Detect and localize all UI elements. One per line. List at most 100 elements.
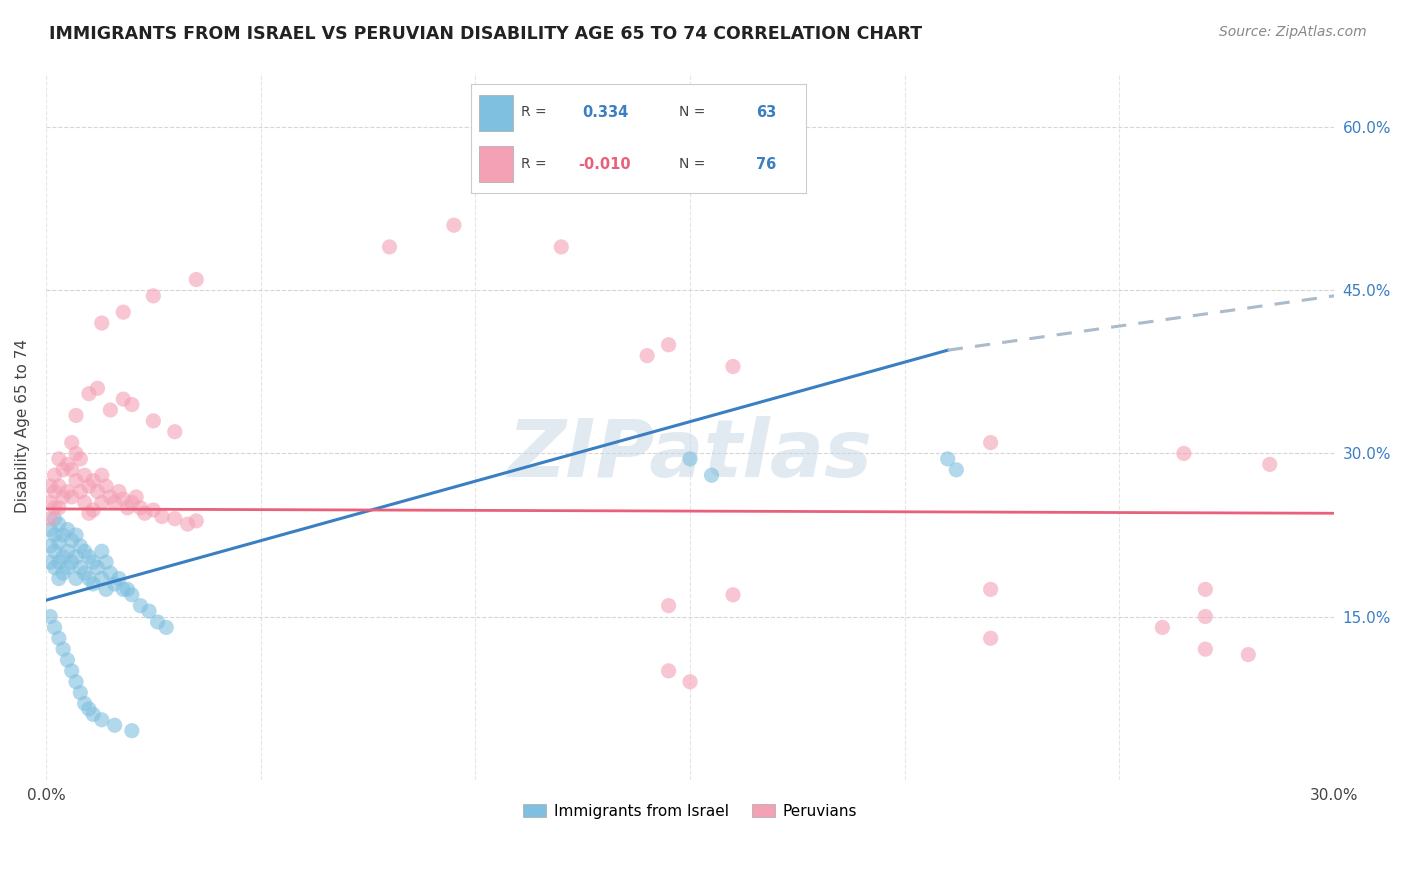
- Point: [69, 560, 91, 574]
- Point: [60, 490, 83, 504]
- Point: [104, 577, 127, 591]
- Point: [69, 539, 91, 553]
- Point: [121, 398, 143, 412]
- Point: [73, 697, 96, 711]
- Point: [108, 572, 131, 586]
- Point: [60, 533, 83, 548]
- Point: [186, 514, 208, 528]
- Point: [39, 511, 62, 525]
- Point: [142, 289, 165, 303]
- Point: [90, 572, 112, 586]
- Point: [1152, 620, 1174, 634]
- Point: [73, 566, 96, 580]
- Point: [44, 544, 66, 558]
- Point: [679, 674, 702, 689]
- Point: [86, 560, 108, 574]
- Point: [90, 316, 112, 330]
- Point: [44, 560, 66, 574]
- Point: [82, 707, 104, 722]
- Point: [77, 549, 100, 564]
- Point: [44, 528, 66, 542]
- Point: [48, 555, 70, 569]
- Point: [1194, 609, 1216, 624]
- Point: [56, 523, 79, 537]
- Point: [44, 511, 66, 525]
- Point: [82, 577, 104, 591]
- Point: [90, 544, 112, 558]
- Point: [60, 435, 83, 450]
- Point: [1194, 582, 1216, 597]
- Point: [48, 500, 70, 515]
- Point: [1237, 648, 1260, 662]
- Point: [52, 528, 75, 542]
- Point: [94, 479, 117, 493]
- Point: [94, 582, 117, 597]
- Point: [56, 653, 79, 667]
- Point: [39, 479, 62, 493]
- Point: [90, 713, 112, 727]
- Point: [60, 664, 83, 678]
- Point: [146, 615, 169, 629]
- Point: [112, 492, 135, 507]
- Point: [700, 468, 723, 483]
- Point: [48, 451, 70, 466]
- Point: [100, 403, 122, 417]
- Point: [52, 463, 75, 477]
- Point: [69, 484, 91, 499]
- Point: [65, 528, 87, 542]
- Point: [48, 517, 70, 532]
- Point: [44, 484, 66, 499]
- Point: [39, 609, 62, 624]
- Point: [86, 484, 108, 499]
- Point: [48, 572, 70, 586]
- Point: [82, 503, 104, 517]
- Legend: Immigrants from Israel, Peruvians: Immigrants from Israel, Peruvians: [517, 797, 863, 825]
- Point: [980, 632, 1002, 646]
- Point: [48, 479, 70, 493]
- Point: [73, 495, 96, 509]
- Point: [129, 500, 152, 515]
- Point: [443, 218, 465, 232]
- Point: [69, 451, 91, 466]
- Point: [104, 495, 127, 509]
- Point: [56, 560, 79, 574]
- Point: [142, 414, 165, 428]
- Point: [980, 435, 1002, 450]
- Point: [163, 511, 186, 525]
- Point: [48, 535, 70, 549]
- Point: [94, 555, 117, 569]
- Point: [65, 446, 87, 460]
- Point: [1194, 642, 1216, 657]
- Point: [112, 582, 135, 597]
- Point: [134, 506, 156, 520]
- Y-axis label: Disability Age 65 to 74: Disability Age 65 to 74: [15, 339, 30, 513]
- Point: [550, 240, 572, 254]
- Point: [155, 620, 177, 634]
- Point: [39, 539, 62, 553]
- Point: [52, 566, 75, 580]
- Text: ZIPatlas: ZIPatlas: [508, 416, 873, 493]
- Point: [90, 468, 112, 483]
- Point: [129, 599, 152, 613]
- Point: [121, 495, 143, 509]
- Point: [142, 503, 165, 517]
- Point: [125, 490, 148, 504]
- Text: IMMIGRANTS FROM ISRAEL VS PERUVIAN DISABILITY AGE 65 TO 74 CORRELATION CHART: IMMIGRANTS FROM ISRAEL VS PERUVIAN DISAB…: [49, 25, 922, 43]
- Point: [1258, 458, 1281, 472]
- Point: [658, 664, 681, 678]
- Point: [945, 463, 967, 477]
- Point: [77, 702, 100, 716]
- Point: [52, 642, 75, 657]
- Point: [60, 555, 83, 569]
- Point: [39, 523, 62, 537]
- Point: [679, 451, 702, 466]
- Point: [39, 555, 62, 569]
- Text: Source: ZipAtlas.com: Source: ZipAtlas.com: [1219, 25, 1367, 39]
- Point: [104, 718, 127, 732]
- Point: [721, 359, 744, 374]
- Point: [56, 458, 79, 472]
- Point: [117, 500, 139, 515]
- Point: [112, 392, 135, 406]
- Point: [150, 509, 173, 524]
- Point: [121, 723, 143, 738]
